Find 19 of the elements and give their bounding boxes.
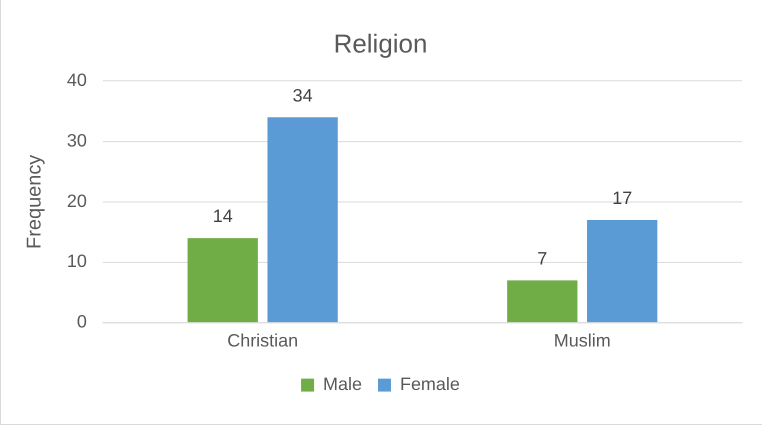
bar [267,117,338,322]
chart-title: Religion [334,30,428,59]
data-label: 7 [537,248,548,268]
y-tick-label: 30 [66,130,87,150]
x-tick-label: Christian [227,330,298,350]
bar [587,220,658,322]
legend-label: Female [400,374,460,394]
x-tick-label: Muslim [554,330,611,350]
y-tick-label: 10 [66,251,87,272]
y-tick-label: 0 [76,312,87,332]
data-label: 14 [212,206,233,226]
y-tick-label: 20 [66,190,87,211]
y-axis-title: Frequency [23,154,46,249]
data-label: 34 [292,85,313,106]
legend-label: Male [323,374,362,394]
bar [507,280,578,322]
data-label: 17 [612,188,632,208]
y-tick-label: 40 [66,70,87,90]
bar [188,238,258,322]
